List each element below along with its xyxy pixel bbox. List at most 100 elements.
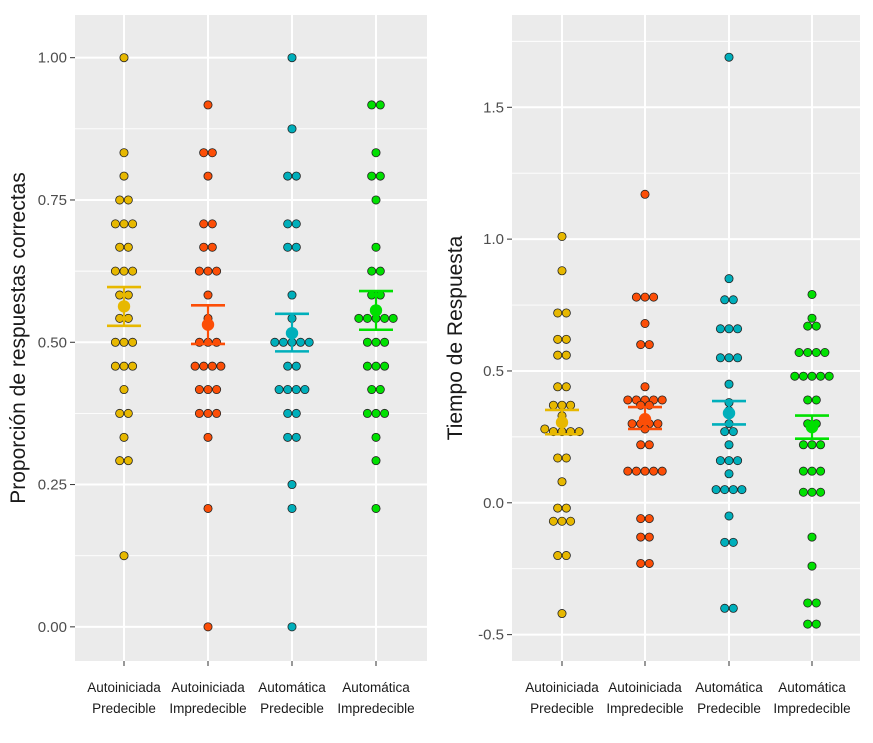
data-point [119, 219, 129, 229]
data-point [557, 266, 567, 276]
data-point [212, 266, 222, 276]
data-point [216, 361, 226, 371]
data-point [798, 371, 808, 381]
data-point [362, 313, 372, 323]
data-point [811, 321, 821, 331]
data-point [119, 385, 129, 395]
data-point [623, 466, 633, 476]
data-point [291, 385, 301, 395]
y-tick-label: 0.0 [483, 495, 504, 512]
data-point [291, 171, 301, 181]
data-point [291, 219, 301, 229]
data-point [123, 242, 133, 252]
y-tick-label: 0.50 [38, 334, 67, 351]
data-point [553, 308, 563, 318]
data-point [371, 432, 381, 442]
data-point [119, 361, 129, 371]
data-point [623, 395, 633, 405]
x-category-label-line2: Impredecible [337, 701, 414, 716]
data-point [388, 313, 398, 323]
data-point [724, 511, 734, 521]
data-point [300, 385, 310, 395]
data-point [720, 485, 730, 495]
data-point [371, 503, 381, 513]
data-point [283, 385, 293, 395]
data-point [287, 124, 297, 134]
data-point [820, 347, 830, 357]
data-point [207, 242, 217, 252]
data-point [715, 324, 725, 334]
data-point [199, 219, 209, 229]
data-point [548, 516, 558, 526]
data-point [274, 385, 284, 395]
data-point [199, 242, 209, 252]
data-point [291, 408, 301, 418]
data-point [803, 598, 813, 608]
data-point [733, 353, 743, 363]
data-point [816, 487, 826, 497]
data-point [380, 361, 390, 371]
data-point [354, 313, 364, 323]
data-point [807, 487, 817, 497]
data-point [380, 408, 390, 418]
data-point [816, 371, 826, 381]
data-point [720, 537, 730, 547]
data-point [203, 622, 213, 632]
data-point [728, 603, 738, 613]
data-point [115, 408, 125, 418]
data-point [371, 456, 381, 466]
data-point [715, 353, 725, 363]
data-point [283, 242, 293, 252]
data-point [110, 266, 120, 276]
data-point [203, 385, 213, 395]
data-point [807, 561, 817, 571]
data-point [807, 466, 817, 476]
data-point [636, 532, 646, 542]
data-point [724, 52, 734, 62]
data-point [824, 371, 834, 381]
data-point [380, 313, 390, 323]
data-point [207, 148, 217, 158]
data-point [296, 337, 306, 347]
data-point [119, 171, 129, 181]
data-point [367, 171, 377, 181]
data-point [287, 503, 297, 513]
data-point [283, 219, 293, 229]
data-point [123, 408, 133, 418]
data-point [553, 453, 563, 463]
data-point [724, 456, 734, 466]
y-tick-label: 1.0 [483, 231, 504, 248]
data-point [811, 347, 821, 357]
data-point [561, 503, 571, 513]
x-category-label-line1: Autoiniciada [171, 680, 245, 695]
data-point [807, 313, 817, 323]
data-point [649, 292, 659, 302]
data-point [561, 382, 571, 392]
x-category-label-line2: Predecible [92, 701, 156, 716]
series-group-2 [623, 189, 667, 568]
data-point [720, 603, 730, 613]
data-point [816, 440, 826, 450]
data-point [644, 340, 654, 350]
data-point [190, 361, 200, 371]
data-point [203, 432, 213, 442]
data-point [561, 308, 571, 318]
plot-panel [75, 15, 427, 661]
data-point [287, 480, 297, 490]
y-axis-title: Tiempo de Respuesta [444, 235, 467, 440]
series-group-3 [270, 53, 314, 632]
data-point [194, 408, 204, 418]
data-point [212, 385, 222, 395]
data-point [123, 290, 133, 300]
data-point [807, 440, 817, 450]
data-point [640, 189, 650, 199]
data-point [807, 532, 817, 542]
data-point [203, 503, 213, 513]
data-point [119, 432, 129, 442]
data-point [631, 292, 641, 302]
data-point [557, 516, 567, 526]
data-point [207, 361, 217, 371]
data-point [283, 432, 293, 442]
x-category-label-line1: Automática [778, 680, 846, 695]
